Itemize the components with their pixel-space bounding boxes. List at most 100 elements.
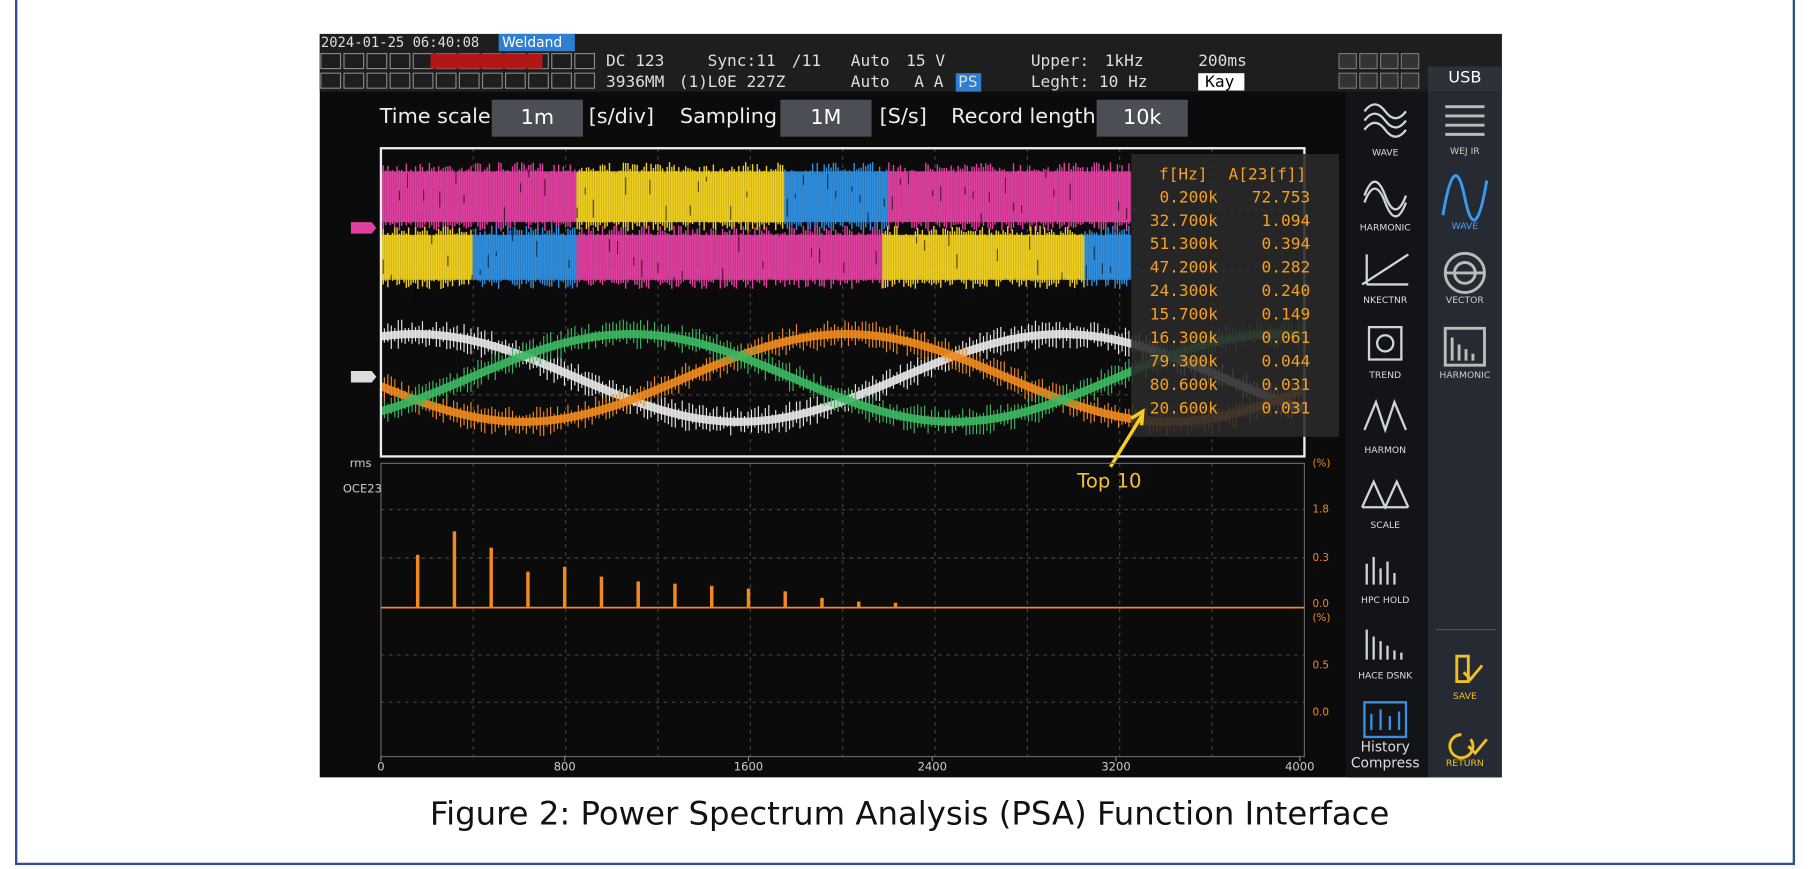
tag: Weldand <box>502 35 562 51</box>
header-field: Auto <box>851 51 890 70</box>
sidebar-label[interactable]: WAVE <box>1372 147 1399 158</box>
table-cell: 0.031 <box>1262 398 1311 417</box>
spectrum-bar <box>452 531 457 608</box>
sidebar-icon <box>1363 398 1408 434</box>
header-field: 1kHz <box>1105 51 1144 70</box>
waveform-noise <box>882 225 1085 290</box>
control-value[interactable]: 1m <box>521 105 554 129</box>
usb-label: USB <box>1448 67 1481 86</box>
status-icon <box>505 72 526 89</box>
y-axis-label: (%) <box>1312 457 1330 469</box>
sidebar-right <box>1427 91 1502 778</box>
table-cell: 47.200k <box>1150 258 1218 277</box>
table-cell: 0.200k <box>1159 187 1218 206</box>
y-axis-label: (%) <box>1312 612 1330 624</box>
sidebar-icon <box>1365 629 1403 660</box>
status-icon <box>574 52 596 70</box>
header-field: (1) <box>679 72 708 91</box>
sidebar-icon <box>1367 325 1403 361</box>
sidebar-label[interactable]: SCALE <box>1370 520 1400 531</box>
tag-bg <box>498 33 575 52</box>
table-cell: 80.600k <box>1150 375 1218 394</box>
header-field: /11 <box>792 51 821 70</box>
waveform-noise <box>888 162 1130 232</box>
sidebar-icon <box>1365 556 1396 585</box>
sidebar-label[interactable]: HARMON <box>1364 445 1406 456</box>
table-cell: 1.094 <box>1262 211 1311 230</box>
sidebar-icon <box>1363 180 1408 218</box>
table-cell: 20.600k <box>1150 398 1218 417</box>
table-header: A[23[f]] <box>1229 164 1307 183</box>
header-field: A A <box>914 72 943 91</box>
kay-bg <box>1198 73 1245 91</box>
header-field: 200ms <box>1198 51 1247 70</box>
waveform-noise <box>576 225 883 289</box>
table-cell: 0.044 <box>1262 351 1311 370</box>
sidebar-label[interactable]: RETURN <box>1446 758 1484 769</box>
status-icon <box>320 52 342 70</box>
mode-icon <box>1338 72 1357 89</box>
x-tick-label: 1600 <box>734 759 763 773</box>
sidebar-label[interactable]: Compress <box>1351 755 1420 771</box>
sidebar-label[interactable]: TREND <box>1368 370 1401 381</box>
sidebar-label[interactable]: History <box>1361 739 1410 755</box>
y-axis-label: 0.3 <box>1312 552 1329 564</box>
table-cell: 0.394 <box>1262 234 1311 253</box>
control-unit: [S/s] <box>880 104 927 128</box>
status-icon <box>435 72 457 89</box>
y-axis-label: 0.0 <box>1312 598 1329 610</box>
sidebar-label[interactable]: HARMONIC <box>1360 222 1411 233</box>
status-icon <box>320 72 342 89</box>
table-cell: 72.753 <box>1252 187 1310 206</box>
y-axis-label: 1.8 <box>1312 504 1329 516</box>
status-alert <box>430 53 543 69</box>
control-value[interactable]: 1M <box>810 105 841 129</box>
spectrum-bar <box>783 591 787 608</box>
control-value[interactable]: 10k <box>1123 105 1161 129</box>
spectrum-bar <box>562 566 567 608</box>
table-cell: 51.300k <box>1150 234 1218 253</box>
spectrum-bar <box>489 547 493 608</box>
spectrum-bar <box>893 602 898 608</box>
spectrum-bar <box>820 597 824 608</box>
control-label: Sampling <box>680 104 777 128</box>
mode-icon <box>1338 52 1357 70</box>
table-cell: 24.300k <box>1150 281 1218 300</box>
sidebar-label[interactable]: NKECTNR <box>1363 295 1408 306</box>
spectrum-bar <box>415 554 420 608</box>
spectrum-bar <box>673 583 677 608</box>
status-icon <box>481 72 503 89</box>
header-field: Kay <box>1205 72 1234 91</box>
sidebar-icon <box>1443 251 1486 294</box>
control-box <box>780 99 872 137</box>
header-field: L0E 227Z <box>708 72 786 91</box>
sidebar-label[interactable]: HARMONIC <box>1439 370 1490 381</box>
spectrum-bar <box>636 581 640 608</box>
control-label: Record length <box>951 104 1096 128</box>
sidebar-label[interactable]: WAVE <box>1452 221 1479 232</box>
sidebar-label[interactable]: WEJ IR <box>1450 146 1480 157</box>
sidebar-icon <box>1361 479 1410 511</box>
table-cell: 0.149 <box>1262 305 1311 324</box>
top10-panel <box>1131 153 1340 437</box>
annotation-arrow <box>1108 408 1145 468</box>
sidebar-label[interactable]: VECTOR <box>1446 295 1484 306</box>
sidebar-label[interactable]: SAVE <box>1453 691 1477 702</box>
sidebar-label[interactable]: HPC HOLD <box>1361 595 1409 606</box>
table-cell: 0.282 <box>1262 258 1311 277</box>
y-axis-label: 0.5 <box>1312 659 1329 671</box>
annotation: Top 10 <box>1076 469 1141 492</box>
table-cell: 32.700k <box>1150 211 1218 230</box>
left-label: rms <box>350 456 372 470</box>
spectrum-bar <box>746 588 751 608</box>
sidebar-label[interactable]: HACE DSNK <box>1358 670 1413 681</box>
waveform-band <box>784 171 889 223</box>
status-icon <box>574 72 596 89</box>
spectrum-frame <box>380 462 1305 758</box>
table-header: f[Hz] <box>1159 164 1208 183</box>
datetime: 2024-01-25 06:40:08 <box>321 35 479 51</box>
mode-icon <box>1380 52 1399 70</box>
table-cell: 0.031 <box>1262 375 1311 394</box>
header-field: 3936MM <box>606 72 665 91</box>
